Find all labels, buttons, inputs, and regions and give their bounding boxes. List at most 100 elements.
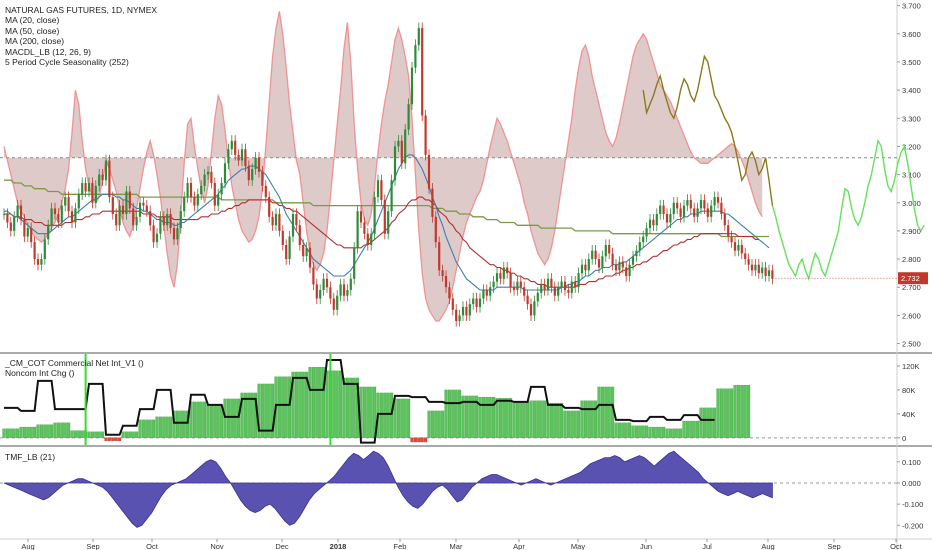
cot-bar (186, 410, 190, 438)
candle (621, 256, 624, 274)
candle-body (645, 228, 648, 237)
cot-bar (553, 402, 557, 438)
candle-body (23, 219, 26, 237)
candle-body (597, 259, 601, 268)
cot-bar (689, 420, 693, 438)
candle-body (478, 298, 482, 307)
candle-body (349, 278, 352, 291)
cot-bar (46, 424, 50, 438)
candle (550, 273, 553, 293)
candle (390, 174, 393, 217)
cot-bar (148, 419, 152, 438)
candle-body (30, 228, 33, 243)
candle-body (135, 216, 138, 226)
candle-body (319, 290, 322, 299)
cot-bar (124, 431, 128, 438)
price-tick-label: 2.500 (902, 340, 921, 349)
time-tick-label: Oct (890, 542, 903, 550)
candle-body (682, 205, 686, 217)
candle (546, 273, 550, 296)
candle-body (665, 214, 669, 223)
candle (529, 298, 533, 322)
cot-bar (332, 370, 336, 438)
candle-body (155, 233, 159, 243)
cot-bar (696, 420, 700, 438)
candle (291, 208, 295, 243)
cot-bar (237, 398, 241, 438)
candle (2, 208, 6, 220)
candle (727, 219, 730, 243)
candle (111, 191, 114, 220)
legend-ma-200[interactable]: MA (200, close) (5, 36, 65, 47)
candle-body (570, 281, 573, 293)
legend-cycle-seasonality[interactable]: 5 Period Cycle Seasonality (252) (5, 57, 129, 68)
candle-body (710, 205, 713, 217)
cot-bar (614, 422, 618, 438)
candle-body (451, 298, 454, 310)
candle-body (591, 250, 594, 260)
candle-body (509, 273, 512, 288)
legend-cot-commercial[interactable]: _CM_COT Commercial Net Int_V1 () (5, 358, 144, 368)
tmf-area (3, 450, 773, 528)
cot-bar (138, 419, 142, 438)
time-tick-label: Aug (21, 542, 34, 550)
cot-bar (60, 422, 64, 438)
cot-bar (536, 400, 540, 438)
price-tick-label: 3.400 (902, 86, 921, 95)
candle (767, 264, 771, 282)
candle (601, 250, 604, 274)
candle-body (342, 284, 346, 296)
candle-body (407, 104, 410, 130)
cot-tick-label: 40K (902, 410, 915, 419)
candle (359, 205, 363, 229)
candle-body (703, 199, 706, 209)
candle-body (472, 298, 475, 305)
cot-bar (97, 431, 101, 438)
candle-body (217, 194, 220, 206)
chart-title[interactable]: NATURAL GAS FUTURES, 1D, NYMEX (5, 5, 158, 15)
candle-body (489, 287, 492, 296)
candle (577, 267, 580, 293)
candle (591, 244, 594, 265)
candle (135, 211, 138, 231)
candle (594, 244, 597, 265)
candle (584, 259, 587, 276)
candle-body (761, 267, 764, 274)
legend-noncom-int-chg[interactable]: Noncom Int Chg () (5, 368, 75, 379)
time-tick-label: Dec (275, 542, 289, 550)
candle-body (295, 214, 298, 226)
cot-bar (281, 376, 285, 438)
cot-bar (267, 383, 271, 438)
cot-bar (50, 424, 54, 438)
candle-body (536, 292, 539, 302)
candle-body (186, 183, 189, 198)
cot-bar (271, 383, 275, 438)
candle (6, 208, 9, 229)
candle-body (404, 129, 407, 164)
candle-body (87, 183, 91, 192)
candle-body (257, 157, 261, 172)
cot-bar (675, 428, 679, 438)
candle (166, 208, 169, 231)
candle (434, 211, 437, 248)
candle (64, 191, 67, 212)
cot-bar (617, 422, 621, 438)
legend-ma-20[interactable]: MA (20, close) (5, 15, 60, 26)
candle (686, 194, 689, 212)
candle (485, 284, 488, 302)
candle (417, 22, 420, 51)
candle-body (325, 278, 329, 288)
cot-bar (464, 395, 468, 438)
cot-bar (713, 407, 717, 438)
cot-bar (597, 386, 601, 438)
candle (152, 219, 155, 248)
candle-body (118, 205, 121, 226)
candle-body (608, 244, 611, 254)
legend-tmf[interactable]: TMF_LB (21) (5, 452, 56, 462)
legend-ma-50[interactable]: MA (50, close) (5, 25, 60, 36)
candle (94, 180, 97, 209)
cot-bar (743, 384, 747, 438)
legend-macdl[interactable]: MACDL_LB (12, 26, 9) (5, 46, 91, 57)
cot-bar (29, 426, 33, 438)
cot-bar (182, 410, 186, 438)
